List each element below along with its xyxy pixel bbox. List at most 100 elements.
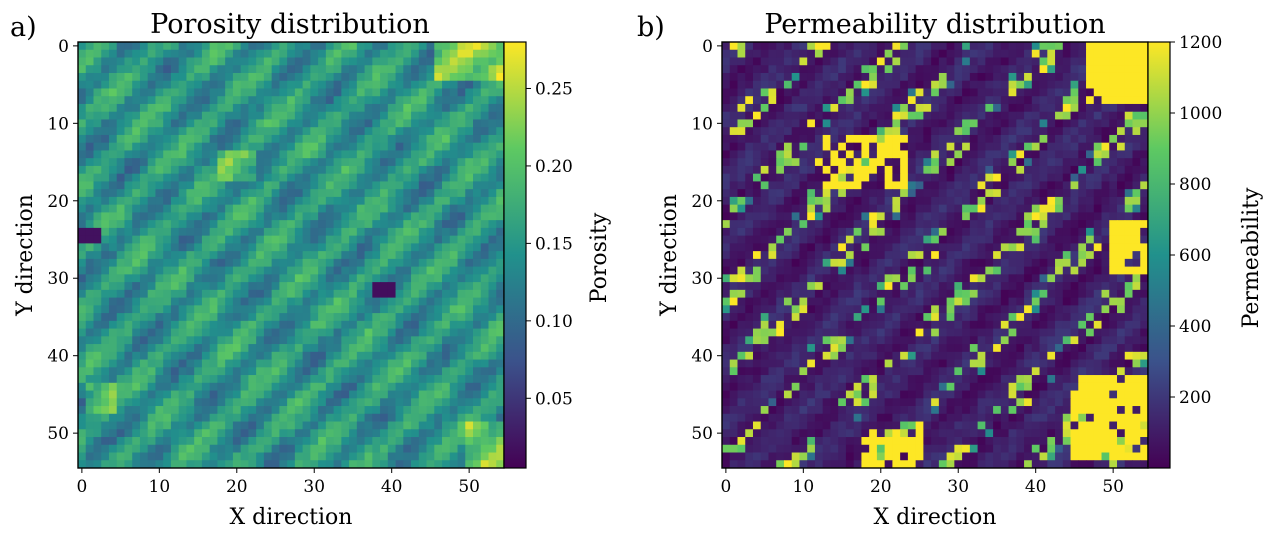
heatmap-cell <box>310 305 319 314</box>
heatmap-cell <box>985 103 994 113</box>
heatmap-cell <box>993 173 1002 182</box>
heatmap-cell <box>78 406 87 415</box>
heatmap-cell <box>737 80 746 89</box>
heatmap-cell <box>271 282 280 291</box>
heatmap-cell <box>124 258 133 268</box>
heatmap-cell <box>1086 227 1095 237</box>
heatmap-cell <box>861 158 870 167</box>
heatmap-cell <box>294 274 304 283</box>
heatmap-cell <box>132 57 141 66</box>
heatmap-cell <box>186 96 195 105</box>
heatmap-cell <box>302 297 311 306</box>
heatmap-cell <box>349 49 358 58</box>
heatmap-cell <box>1039 297 1048 306</box>
heatmap-cell <box>186 289 195 298</box>
heatmap-cell <box>1117 220 1126 229</box>
heatmap-cell <box>752 158 762 167</box>
heatmap-cell <box>248 189 257 198</box>
heatmap-cell <box>256 305 265 314</box>
heatmap-cell <box>294 189 304 198</box>
heatmap-cell <box>1109 127 1118 136</box>
heatmap-cell <box>248 328 257 337</box>
heatmap-cell <box>442 49 451 58</box>
heatmap-cell <box>938 134 948 144</box>
heatmap-cell <box>1086 158 1095 167</box>
heatmap-cell <box>325 367 334 376</box>
heatmap-cell <box>838 42 847 51</box>
heatmap-cell <box>853 49 862 58</box>
heatmap-cell <box>132 72 141 82</box>
heatmap-cell <box>364 313 373 322</box>
heatmap-cell <box>209 413 218 422</box>
heatmap-cell <box>752 96 762 105</box>
heatmap-cell <box>387 297 396 306</box>
heatmap-cell <box>938 57 948 66</box>
heatmap-cell <box>876 189 886 198</box>
heatmap-cell <box>194 359 203 368</box>
heatmap-cell <box>1062 235 1071 244</box>
heatmap-cell <box>923 142 932 151</box>
heatmap-cell <box>318 258 327 268</box>
heatmap-cell <box>845 305 855 314</box>
heatmap-cell <box>271 336 280 345</box>
heatmap-cell <box>201 297 211 306</box>
heatmap-cell <box>465 351 474 360</box>
heatmap-cell <box>977 196 986 206</box>
heatmap-cell <box>473 96 482 105</box>
heatmap-cell <box>923 181 932 190</box>
heatmap-cell <box>225 72 234 82</box>
heatmap-cell <box>372 313 381 322</box>
heatmap-cell <box>78 165 87 175</box>
heatmap-cell <box>488 305 497 314</box>
heatmap-cell <box>380 103 389 113</box>
heatmap-cell <box>411 313 420 322</box>
heatmap-cell <box>387 375 396 384</box>
heatmap-cell <box>139 406 149 415</box>
heatmap-cell <box>985 266 994 275</box>
heatmap-cell <box>302 305 311 314</box>
heatmap-cell <box>325 42 334 51</box>
heatmap-cell <box>85 173 94 182</box>
heatmap-cell <box>1062 42 1071 51</box>
heatmap-cell <box>310 429 319 438</box>
heatmap-cell <box>907 42 917 51</box>
heatmap-cell <box>938 289 948 298</box>
heatmap-cell <box>760 127 769 136</box>
heatmap-cell <box>853 65 862 74</box>
heatmap-cell <box>93 42 102 51</box>
heatmap-cell <box>760 65 769 74</box>
heatmap-cell <box>884 258 893 268</box>
heatmap-cell <box>387 119 396 128</box>
heatmap-cell <box>869 204 878 213</box>
heatmap-cell <box>201 88 211 97</box>
heatmap-cell <box>876 181 886 190</box>
heatmap-cell <box>426 212 435 221</box>
heatmap-cell <box>426 204 435 213</box>
heatmap-cell <box>473 220 482 229</box>
heatmap-cell <box>116 437 125 446</box>
heatmap-cell <box>760 282 769 291</box>
heatmap-cell <box>869 49 878 58</box>
heatmap-cell <box>822 150 831 159</box>
heatmap-cell <box>85 359 94 368</box>
heatmap-cell <box>861 49 870 58</box>
heatmap-cell <box>116 320 125 329</box>
heatmap-cell <box>232 181 242 190</box>
heatmap-cell <box>186 351 195 360</box>
heatmap-cell <box>1086 88 1095 97</box>
heatmap-cell <box>333 390 342 399</box>
heatmap-cell <box>760 134 769 144</box>
heatmap-cell <box>1062 150 1071 159</box>
heatmap-cell <box>830 150 839 159</box>
heatmap-cell <box>372 359 381 368</box>
heatmap-cell <box>186 297 195 306</box>
heatmap-cell <box>372 413 381 422</box>
heatmap-cell <box>807 297 816 306</box>
heatmap-cell <box>1117 57 1126 66</box>
heatmap-cell <box>225 429 234 438</box>
heatmap-cell <box>318 437 327 446</box>
heatmap-cell <box>217 382 226 391</box>
heatmap-cell <box>240 266 249 275</box>
heatmap-cell <box>480 212 489 221</box>
heatmap-cell <box>380 80 389 89</box>
